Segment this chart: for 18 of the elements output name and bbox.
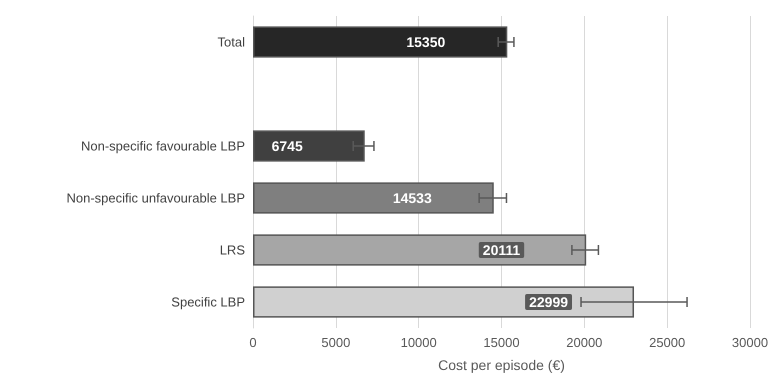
y-tick-label: Specific LBP [171,294,245,310]
y-tick-label: Total [218,34,246,50]
x-tick-label: 5000 [321,335,350,350]
x-tick-label: 20000 [566,335,602,350]
x-tick-label: 25000 [649,335,686,350]
data-label: 6745 [272,138,303,154]
data-label: 14533 [392,190,432,206]
y-tick-label: Non-specific unfavourable LBP [66,190,245,206]
data-label: 22999 [529,294,568,310]
y-tick-label: Non-specific favourable LBP [80,138,245,154]
data-label: 15350 [406,34,446,50]
x-tick-label: 30000 [732,335,768,350]
x-tick-label: 0 [249,335,257,350]
x-tick-label: 15000 [483,335,520,350]
x-tick-label: 10000 [400,335,437,350]
y-tick-label: LRS [220,242,246,258]
x-axis-title: Cost per episode (€) [438,357,565,373]
data-label: 20111 [482,242,520,258]
